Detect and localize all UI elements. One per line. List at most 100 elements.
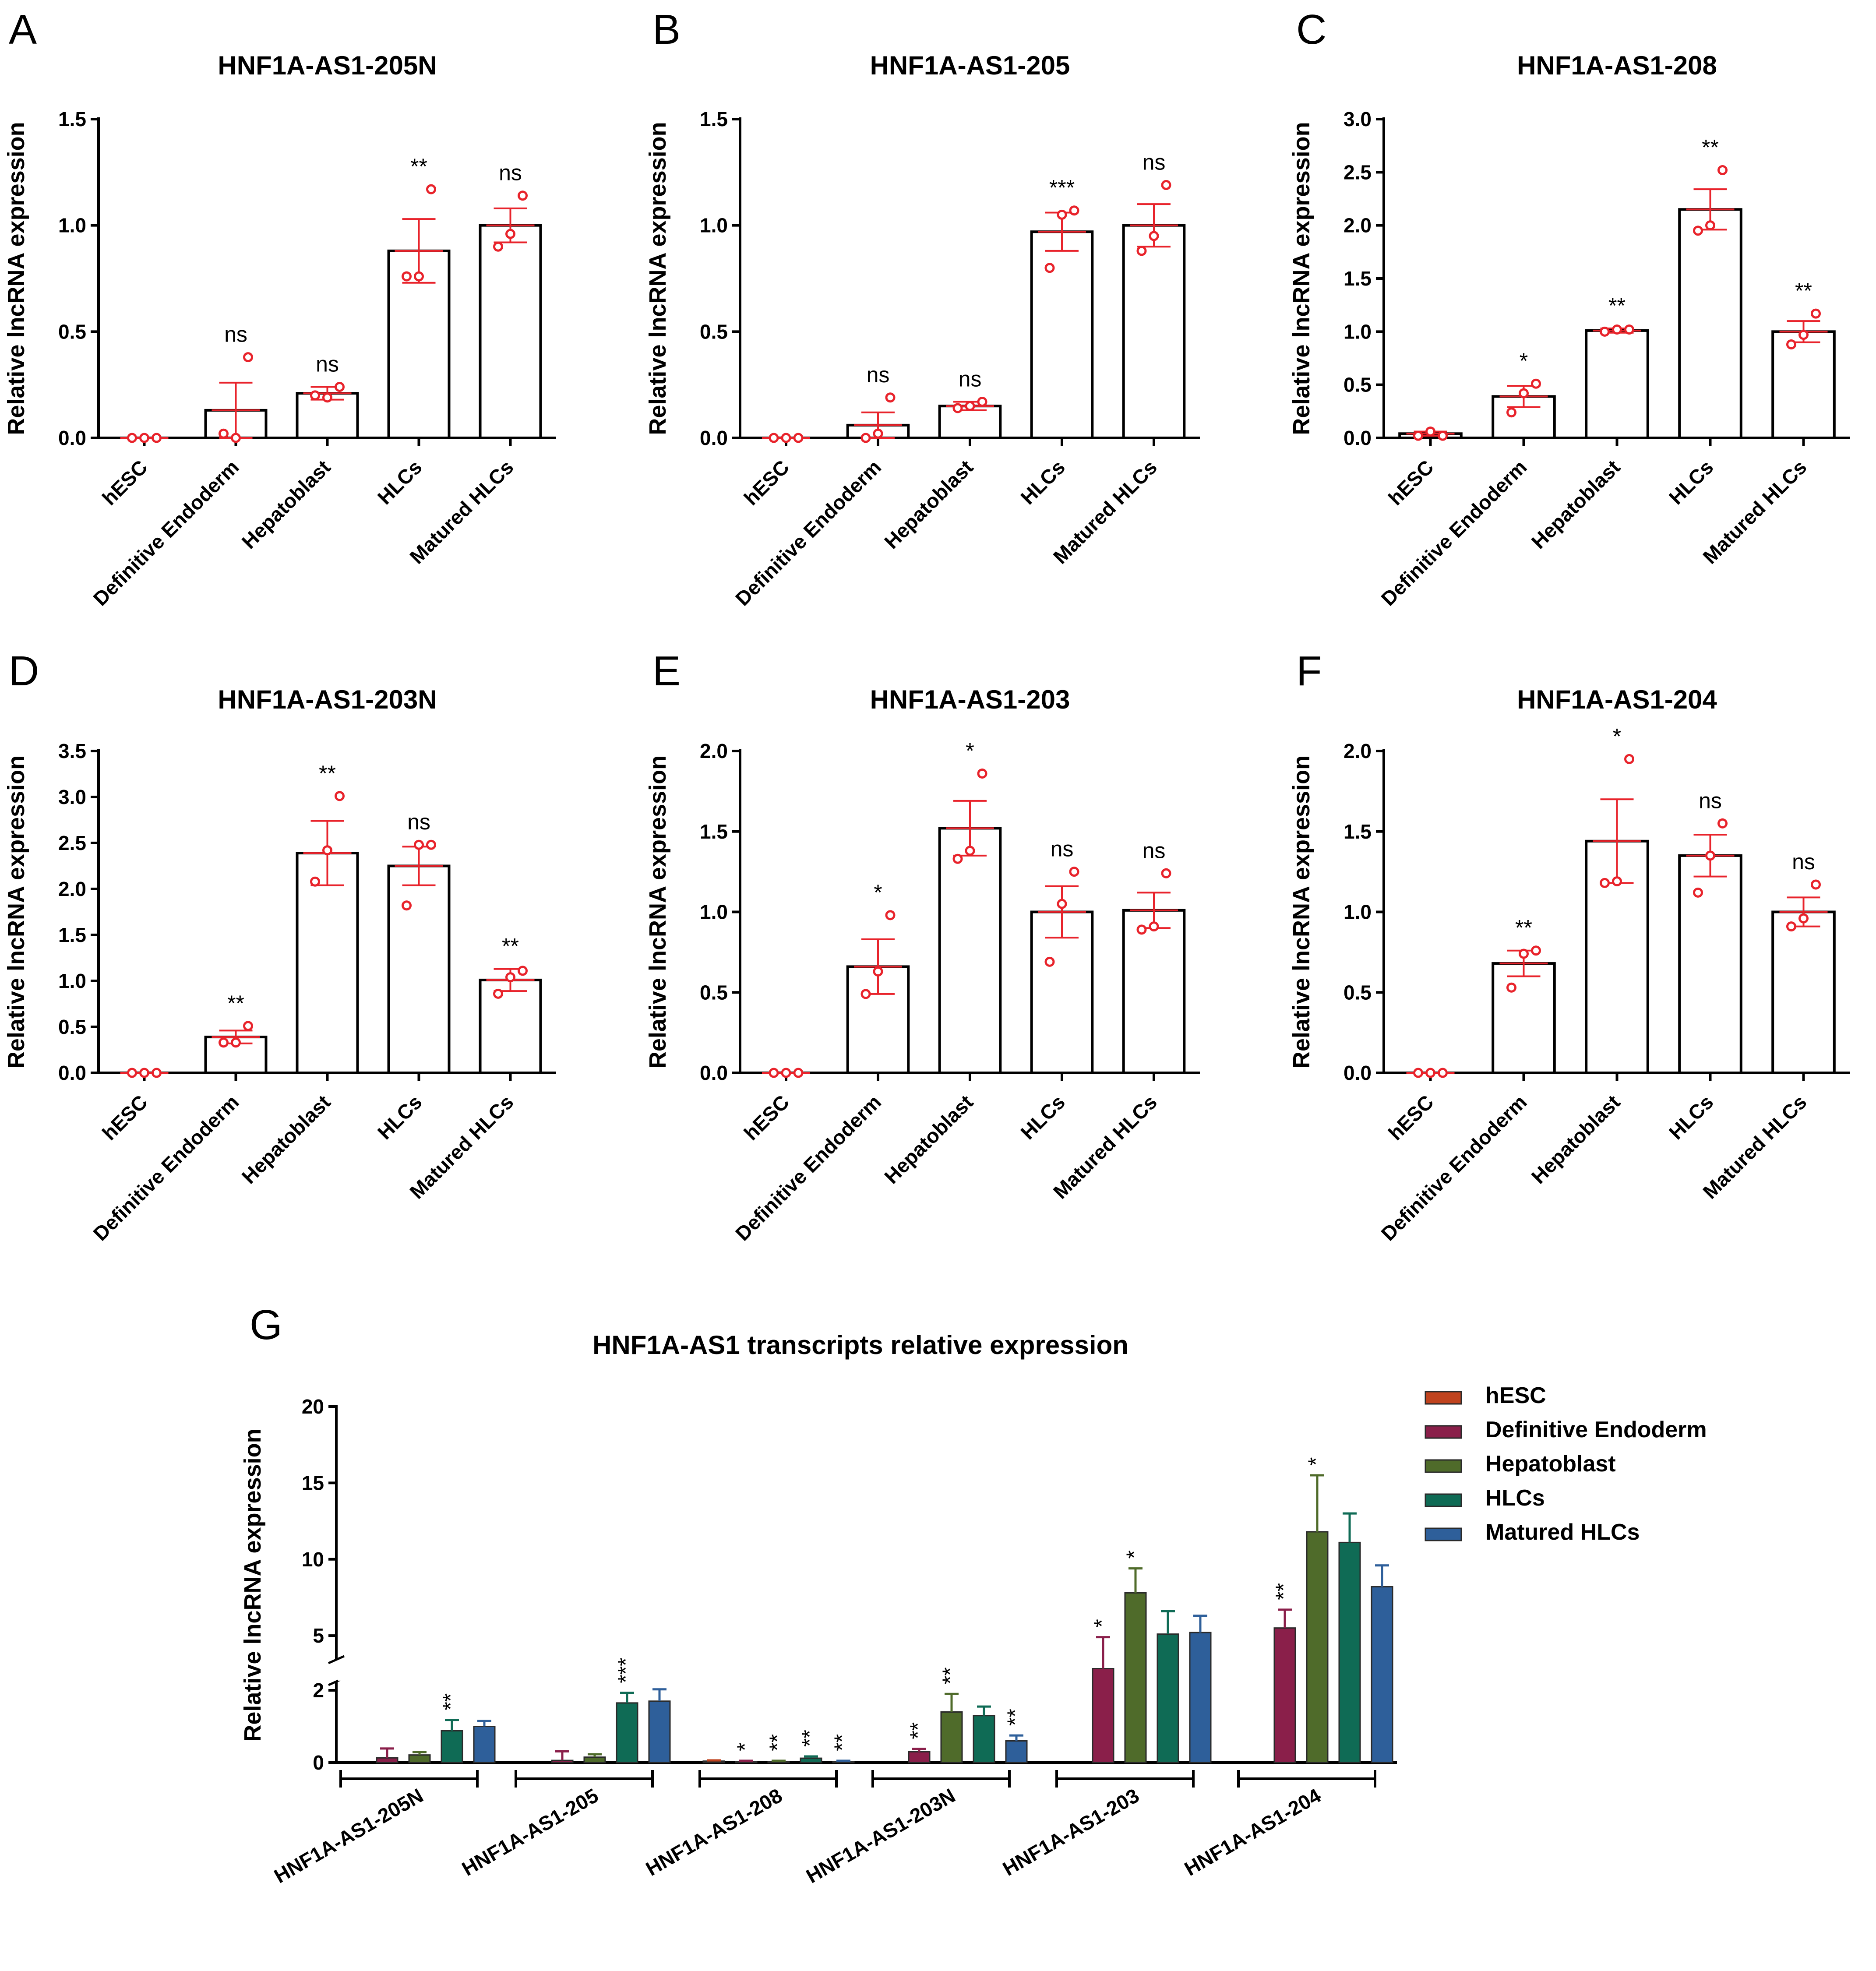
y-tick-label: 0.0 — [1344, 427, 1372, 449]
data-point — [1612, 324, 1622, 335]
data-point — [493, 241, 503, 252]
bar-hepatoblast — [940, 1711, 963, 1763]
significance-label: ns — [1699, 788, 1722, 813]
data-point — [1161, 180, 1171, 190]
bar-hepatoblast — [583, 1756, 606, 1763]
y-tick-label: 2.0 — [58, 878, 86, 900]
bar — [1585, 329, 1649, 440]
data-point — [426, 184, 436, 194]
legend-label: Matured HLCs — [1485, 1520, 1640, 1545]
y-tick-label: 0.0 — [700, 427, 728, 449]
significance-label: ** — [1515, 916, 1532, 940]
significance-label: ** — [438, 1693, 463, 1710]
bar-hlcs — [616, 1702, 638, 1763]
significance-label: ns — [1143, 838, 1166, 863]
y-tick-label: 2.0 — [1344, 740, 1372, 762]
bar-matured-hlcs — [473, 1726, 496, 1763]
panel-letter: D — [9, 648, 39, 695]
y-tick-label: 2.0 — [700, 740, 728, 762]
data-point — [493, 988, 503, 999]
y-tick-label: 2.0 — [1344, 214, 1372, 237]
bar-hlcs — [800, 1757, 822, 1763]
data-point — [977, 396, 987, 407]
data-point — [885, 392, 896, 403]
data-point — [1600, 878, 1610, 888]
significance-label: ** — [227, 991, 244, 1015]
bar-hepatoblast — [1306, 1531, 1329, 1763]
bar — [1492, 962, 1556, 1075]
data-point — [505, 229, 515, 239]
data-point — [1425, 1068, 1435, 1078]
bar — [1771, 330, 1836, 439]
data-point — [1519, 948, 1529, 959]
data-point — [1425, 426, 1435, 437]
data-point — [1811, 308, 1821, 319]
data-point — [310, 876, 320, 887]
panel-title: HNF1A-AS1-205N — [218, 51, 437, 80]
significance-label: ns — [1792, 850, 1815, 874]
significance-label: * — [1090, 1619, 1114, 1627]
significance-label: ** — [319, 761, 336, 786]
data-point — [243, 1021, 253, 1031]
data-point — [127, 433, 137, 443]
bar-definitive-endoderm — [551, 1759, 574, 1763]
data-point — [1136, 246, 1147, 256]
data-point — [781, 433, 791, 443]
data-point — [1600, 326, 1610, 337]
bar-hlcs — [1338, 1541, 1361, 1763]
bar — [1771, 910, 1836, 1074]
y-axis-title: Relative lncRNA expression — [3, 755, 29, 1068]
y-tick-label: 2 — [313, 1679, 324, 1702]
bar-hepatoblast — [408, 1754, 431, 1763]
y-axis-title: Relative lncRNA expression — [645, 755, 671, 1068]
data-point — [322, 392, 332, 403]
data-point — [1519, 388, 1529, 398]
y-tick-label: 5 — [313, 1624, 324, 1647]
data-point — [781, 1068, 791, 1078]
data-point — [1624, 324, 1634, 335]
data-point — [793, 433, 804, 443]
bar-definitive-endoderm — [1273, 1627, 1296, 1763]
y-axis-title: Relative lncRNA expression — [240, 1428, 266, 1742]
bar-definitive-endoderm — [908, 1751, 931, 1763]
data-point — [1811, 879, 1821, 890]
bar — [479, 978, 542, 1074]
y-tick-label: 2.5 — [1344, 161, 1372, 183]
significance-label: ns — [1143, 150, 1166, 174]
legend-swatch — [1425, 1493, 1462, 1507]
bar — [938, 827, 1002, 1074]
y-tick-label: 0.5 — [700, 981, 728, 1004]
data-point — [1136, 924, 1147, 935]
bar-definitive-endoderm — [735, 1761, 758, 1763]
panel-title: HNF1A-AS1-203 — [870, 685, 1070, 714]
data-point — [231, 1037, 241, 1048]
bar — [1030, 230, 1094, 440]
data-point — [152, 1068, 162, 1078]
bar — [1678, 208, 1742, 439]
y-tick-label: 0.0 — [58, 1061, 86, 1084]
significance-label: ns — [407, 810, 430, 834]
y-tick-label: 15 — [302, 1471, 324, 1494]
panel-title: HNF1A-AS1 transcripts relative expressio… — [592, 1330, 1128, 1360]
bar-hlcs — [1157, 1633, 1179, 1763]
legend-label: hESC — [1485, 1383, 1546, 1408]
data-point — [1413, 1068, 1423, 1078]
significance-label: ** — [1702, 135, 1719, 159]
significance-label: * — [733, 1742, 757, 1751]
data-point — [139, 1068, 149, 1078]
data-point — [152, 433, 162, 443]
data-point — [1531, 378, 1541, 389]
legend-label: HLCs — [1485, 1485, 1545, 1511]
data-point — [769, 1068, 779, 1078]
data-point — [518, 966, 528, 976]
panel-letter: C — [1296, 6, 1326, 53]
data-point — [1717, 818, 1728, 829]
significance-label: ** — [830, 1734, 854, 1751]
bar — [296, 852, 359, 1074]
data-point — [127, 1068, 137, 1078]
bar-matured-hlcs — [1371, 1586, 1393, 1763]
data-point — [1069, 867, 1079, 877]
y-tick-label: 1.5 — [700, 820, 728, 843]
y-axis-title: Relative lncRNA expression — [645, 122, 671, 435]
data-point — [335, 791, 345, 801]
